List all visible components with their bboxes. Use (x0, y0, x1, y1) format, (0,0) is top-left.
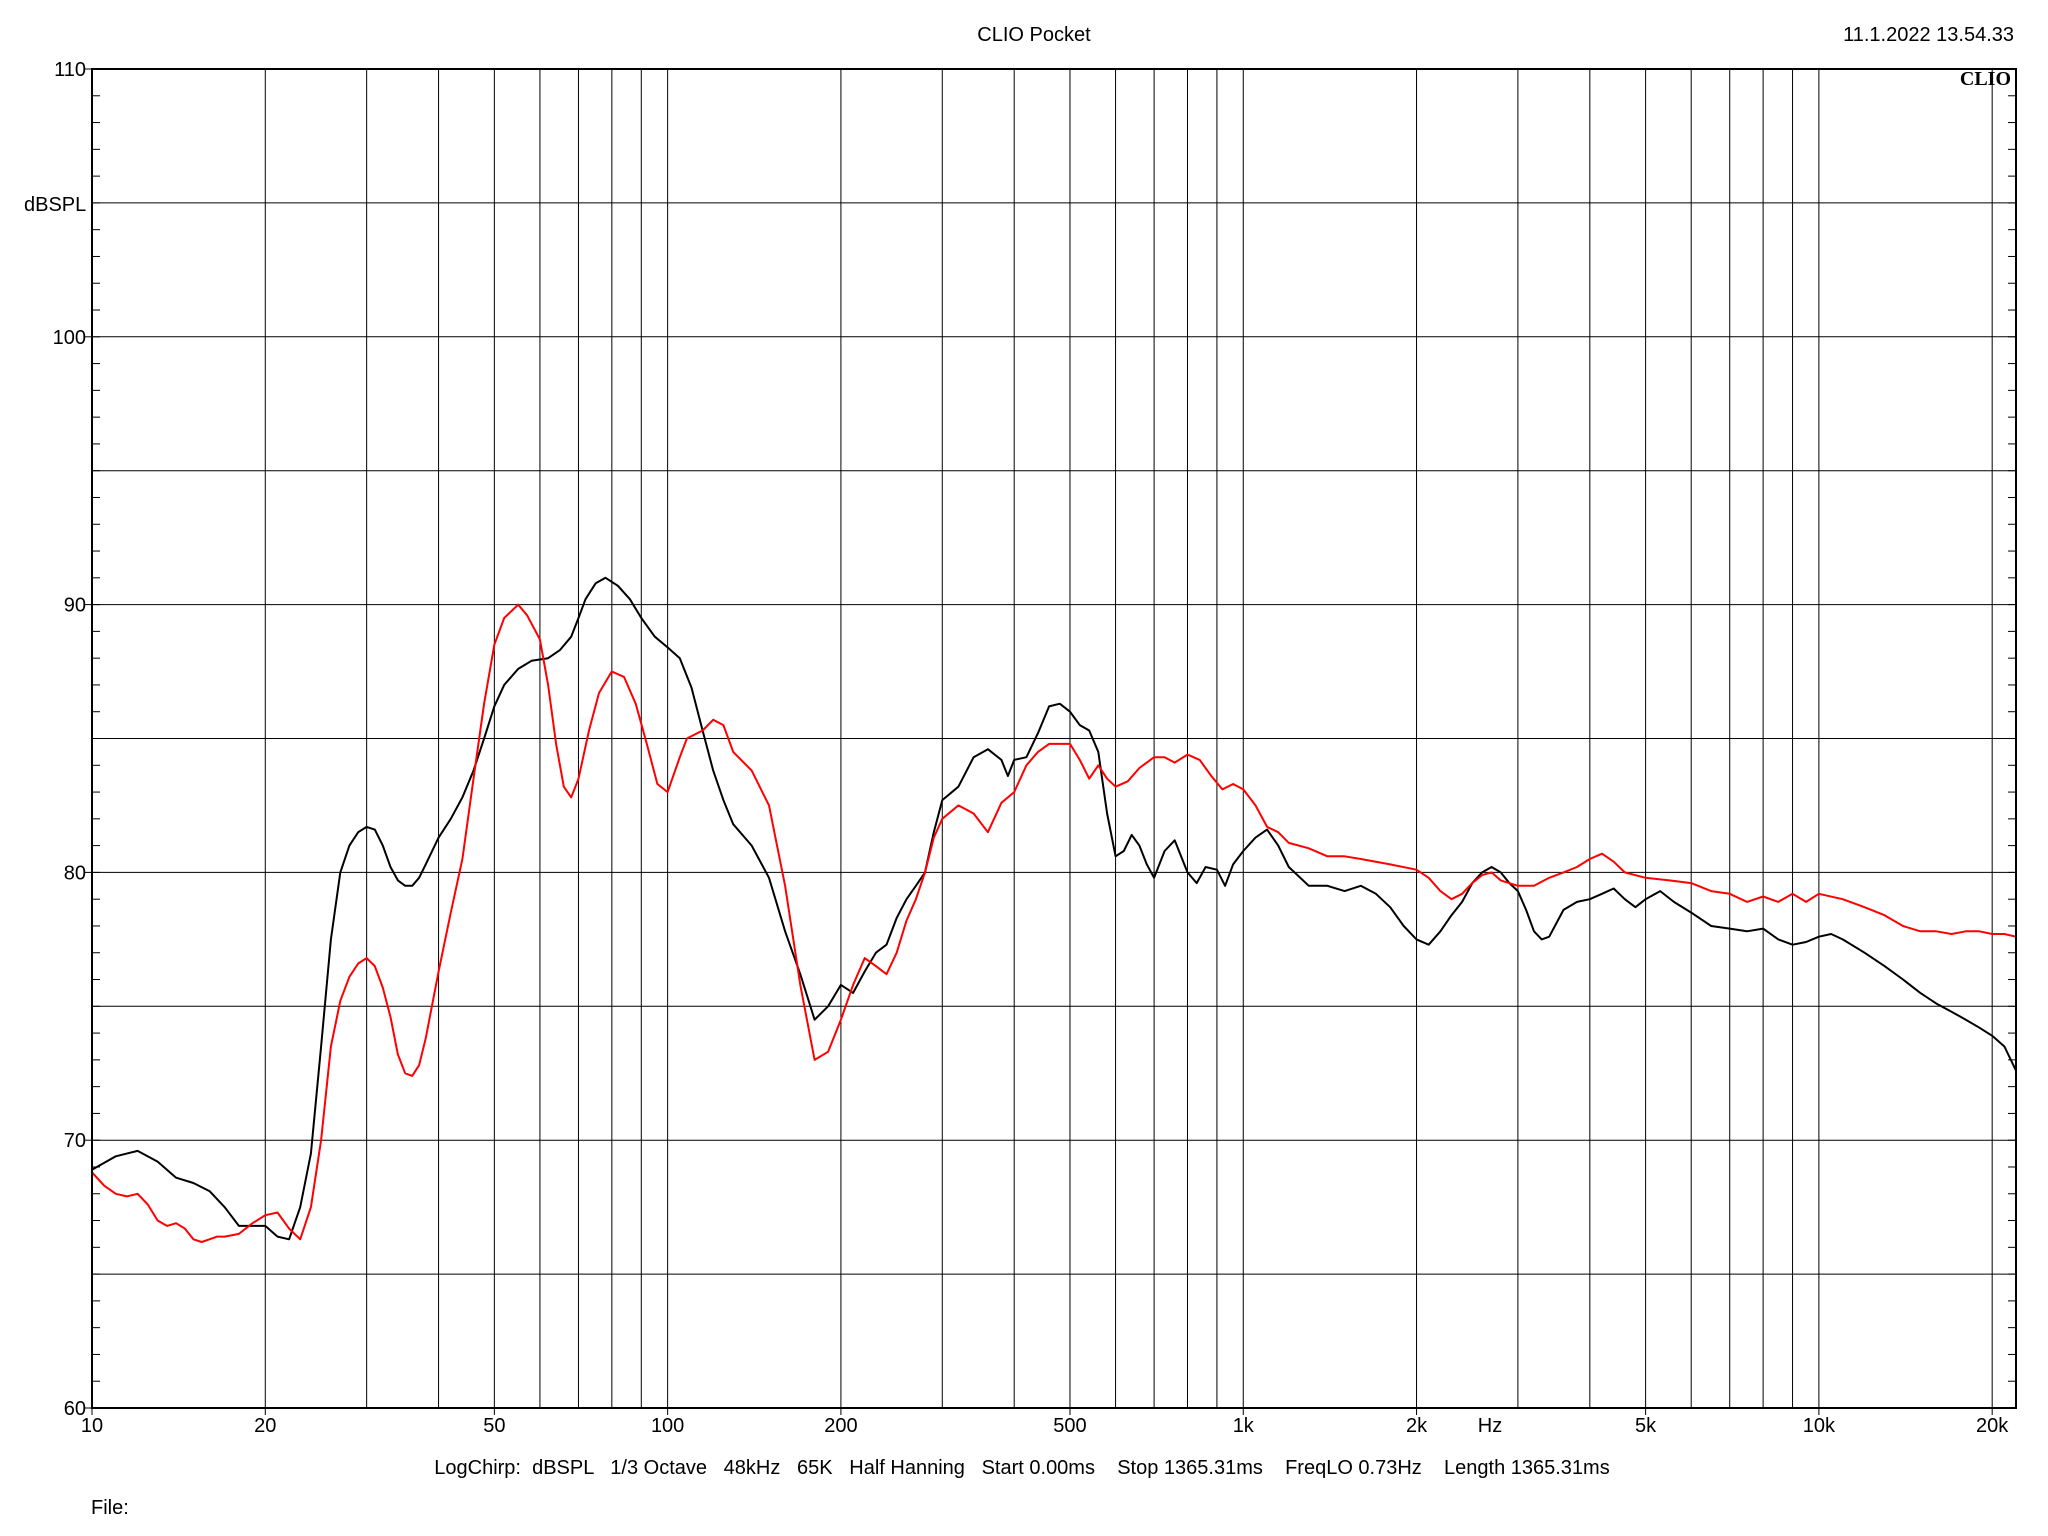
chart-title: CLIO Pocket (977, 24, 1091, 46)
x-tick-label: 20 (254, 1415, 276, 1437)
x-tick-label: 5k (1635, 1415, 1657, 1437)
y-axis-label: dBSPL (24, 194, 86, 216)
x-axis-label: Hz (1478, 1415, 1502, 1437)
file-label: File: (91, 1497, 129, 1519)
x-tick-label: 20k (1976, 1415, 2009, 1437)
y-tick-label: 60 (64, 1398, 86, 1420)
y-tick-label: 100 (53, 327, 86, 349)
x-tick-label: 100 (651, 1415, 684, 1437)
measurement-settings: LogChirp: dBSPL 1/3 Octave 48kHz 65K Hal… (434, 1457, 1609, 1479)
series-group (91, 576, 2017, 1243)
x-tick-labels: 10 20 50 100 200 500 1k 2k 5k 10k 20k (81, 1408, 2009, 1437)
series-black-line (91, 576, 2017, 1241)
x-tick-label: 500 (1053, 1415, 1086, 1437)
y-tick-label: 80 (64, 862, 86, 884)
x-tick-label: 50 (483, 1415, 505, 1437)
y-tick-label: 70 (64, 1130, 86, 1152)
clio-logo: CLIO (1960, 68, 2011, 90)
x-tick-label: 2k (1406, 1415, 1428, 1437)
plot-frame (91, 68, 2017, 1409)
y-tick-labels: 60 70 80 90 100 110 (53, 59, 92, 1420)
timestamp: 11.1.2022 13.54.33 (1843, 24, 2014, 46)
y-tick-label: 110 (54, 59, 86, 81)
x-tick-label: 200 (824, 1415, 857, 1437)
x-tick-label: 1k (1233, 1415, 1255, 1437)
series-red-line (91, 603, 2017, 1243)
x-tick-label: 10k (1803, 1415, 1836, 1437)
x-tick-label: 10 (81, 1415, 103, 1437)
y-tick-label: 90 (64, 595, 86, 617)
